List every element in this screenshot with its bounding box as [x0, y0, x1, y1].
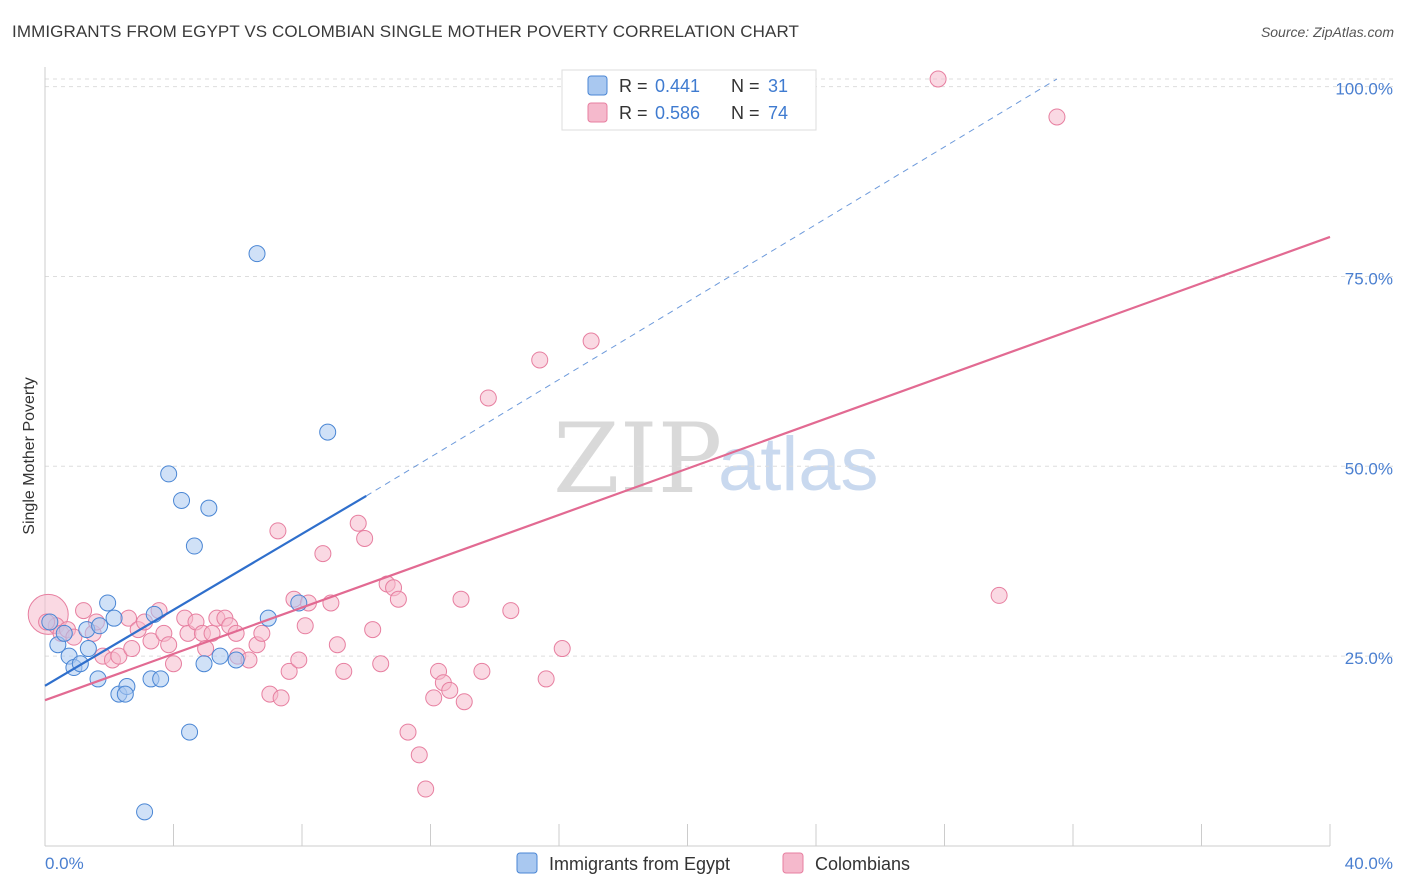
point-colombians — [356, 529, 374, 547]
legend-n-label-egypt: N = — [731, 76, 760, 96]
point-egypt — [152, 670, 170, 688]
y-tick-label: 50.0% — [1345, 459, 1393, 478]
chart-source: Source: ZipAtlas.com — [1260, 24, 1394, 40]
point-egypt — [227, 651, 245, 669]
point-colombians — [349, 514, 367, 532]
point-colombians — [296, 617, 314, 635]
point-colombians — [399, 723, 417, 741]
legend-r-value-colombians: 0.586 — [655, 103, 700, 123]
legend-swatch-colombians — [587, 102, 608, 123]
data-points — [27, 70, 1066, 821]
point-colombians — [531, 351, 549, 369]
legend-r-value-egypt: 0.441 — [655, 76, 700, 96]
point-egypt — [79, 640, 97, 658]
chart-title: IMMIGRANTS FROM EGYPT VS COLOMBIAN SINGL… — [12, 22, 799, 41]
series-legend-swatch-colombians — [782, 852, 804, 874]
point-colombians — [441, 681, 459, 699]
trend-extension-egypt — [365, 78, 1058, 497]
point-colombians — [455, 693, 473, 711]
point-colombians — [389, 590, 407, 608]
x-tick-label: 0.0% — [45, 854, 84, 873]
series-legend-label-colombians: Colombians — [815, 854, 910, 874]
point-colombians — [372, 655, 390, 673]
point-egypt — [105, 609, 123, 627]
point-colombians — [473, 662, 491, 680]
x-axis-tick-labels: 0.0% 40.0% — [45, 854, 1393, 873]
watermark-atlas: atlas — [718, 422, 879, 507]
y-axis-tick-labels: 25.0% 50.0% 75.0% 100.0% — [1335, 80, 1393, 669]
legend-swatch-egypt — [587, 75, 608, 96]
point-colombians — [479, 389, 497, 407]
point-colombians — [417, 780, 435, 798]
point-egypt — [195, 655, 213, 673]
y-tick-label: 100.0% — [1335, 80, 1393, 99]
point-egypt — [248, 245, 266, 263]
point-colombians — [582, 332, 600, 350]
x-tick-label: 40.0% — [1345, 854, 1393, 873]
legend-n-label-colombians: N = — [731, 103, 760, 123]
point-colombians — [290, 651, 308, 669]
point-colombians — [929, 70, 947, 88]
y-axis-title: Single Mother Poverty — [21, 377, 38, 534]
point-colombians — [452, 590, 470, 608]
point-egypt — [181, 723, 199, 741]
point-egypt — [99, 594, 117, 612]
series-legend-label-egypt: Immigrants from Egypt — [549, 854, 730, 874]
legend-n-value-egypt: 31 — [768, 76, 788, 96]
point-colombians — [537, 670, 555, 688]
stats-legend: R = 0.441 N = 31 R = 0.586 N = 74 — [561, 69, 817, 131]
point-egypt — [91, 617, 109, 635]
point-colombians — [364, 621, 382, 639]
point-colombians — [990, 586, 1008, 604]
point-colombians — [425, 689, 443, 707]
point-colombians — [410, 746, 428, 764]
point-egypt — [116, 685, 134, 703]
point-colombians — [553, 640, 571, 658]
point-egypt — [211, 647, 229, 665]
trend-line-colombians — [44, 235, 1331, 702]
point-colombians — [160, 636, 178, 654]
point-colombians — [502, 602, 520, 620]
series-legend-swatch-egypt — [516, 852, 538, 874]
point-colombians — [110, 647, 128, 665]
point-colombians — [75, 602, 93, 620]
point-colombians — [165, 655, 182, 673]
watermark-zip: ZIP — [553, 403, 722, 515]
point-colombians — [253, 624, 271, 642]
y-tick-label: 75.0% — [1345, 269, 1393, 288]
point-egypt — [319, 423, 337, 441]
point-colombians — [280, 662, 298, 680]
point-egypt — [200, 499, 218, 517]
point-egypt — [136, 803, 154, 821]
point-colombians — [269, 522, 287, 540]
point-colombians — [314, 545, 332, 563]
point-egypt — [173, 491, 191, 509]
point-colombians — [123, 640, 141, 658]
legend-n-value-colombians: 74 — [768, 103, 788, 123]
series-legend: Immigrants from Egypt Colombians — [516, 852, 910, 874]
legend-r-label-colombians: R = — [619, 103, 648, 123]
legend-r-label-egypt: R = — [619, 76, 648, 96]
point-egypt — [160, 465, 178, 483]
trend-lines — [44, 78, 1331, 702]
y-tick-label: 25.0% — [1345, 649, 1393, 668]
point-colombians — [142, 632, 160, 650]
point-colombians — [1048, 108, 1066, 126]
trend-line-egypt — [44, 494, 367, 687]
point-egypt — [185, 537, 203, 555]
point-colombians — [335, 662, 353, 680]
x-axis-ticks — [44, 824, 1331, 846]
point-egypt — [55, 624, 73, 642]
point-egypt — [41, 613, 59, 631]
point-colombians — [328, 636, 346, 654]
point-colombians — [272, 689, 290, 707]
